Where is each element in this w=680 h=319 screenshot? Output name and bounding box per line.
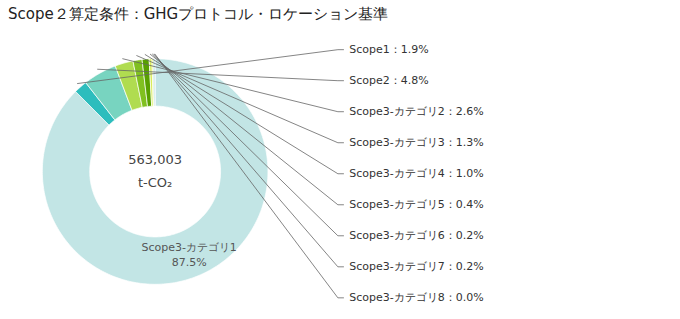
svg-text:Scope3-カテゴリ2：2.6%: Scope3-カテゴリ2：2.6% xyxy=(349,105,483,118)
svg-text:563,003: 563,003 xyxy=(128,152,182,167)
svg-text:Scope2：4.8%: Scope2：4.8% xyxy=(349,74,428,87)
svg-text:Scope3-カテゴリ8：0.0%: Scope3-カテゴリ8：0.0% xyxy=(349,291,483,304)
html-text:Scope２算定条件：GHGプロトコル・ロケーション基準: Scope２算定条件：GHGプロトコル・ロケーション基準 xyxy=(8,5,389,23)
svg-text:Scope3-カテゴリ187.5%: Scope3-カテゴリ187.5% xyxy=(141,241,236,268)
svg-text:Scope1：1.9%: Scope1：1.9% xyxy=(349,43,428,56)
svg-text:Scope3-カテゴリ6：0.2%: Scope3-カテゴリ6：0.2% xyxy=(349,229,483,242)
svg-text:t-CO₂: t-CO₂ xyxy=(138,175,172,190)
svg-text:Scope3-カテゴリ4：1.0%: Scope3-カテゴリ4：1.0% xyxy=(349,167,483,180)
svg-text:Scope3-カテゴリ5：0.4%: Scope3-カテゴリ5：0.4% xyxy=(349,198,483,211)
svg-text:Scope3-カテゴリ3：1.3%: Scope3-カテゴリ3：1.3% xyxy=(349,136,483,149)
svg-text:Scope3-カテゴリ7：0.2%: Scope3-カテゴリ7：0.2% xyxy=(349,260,483,273)
